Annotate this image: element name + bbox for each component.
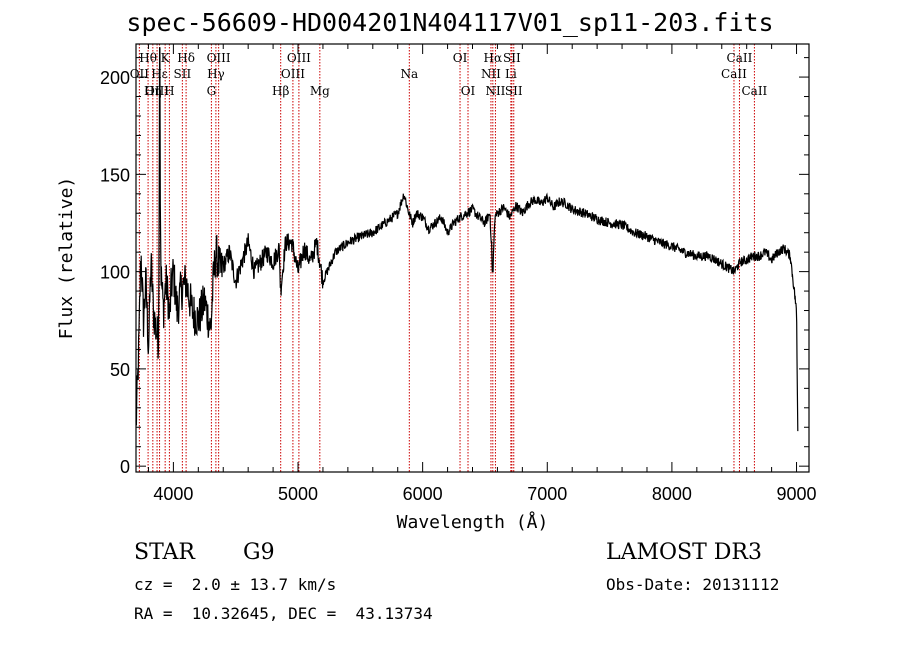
y-axis-label: Flux (relative) [56,177,77,340]
spectral-line-label: OI [461,84,476,98]
y-tick-label: 200 [100,68,130,88]
x-tick-label: 6000 [403,484,443,504]
spectrum-line [135,47,799,432]
spectral-line-label: SII [174,67,192,81]
spectral-line-label: Hδ [177,51,195,65]
redshift-text: cz = 2.0 ± 13.7 km/s [134,575,337,594]
spectral-line-label: SII [505,84,523,98]
obs-date: Obs-Date: 20131112 [606,575,780,594]
spectral-line-label: Na [400,67,418,81]
spectral-line-label: SII [503,51,521,65]
y-tick-label: 50 [110,360,130,380]
object-subclass: G9 [243,540,275,565]
spectral-line-label: OIII [207,51,231,65]
x-tick-label: 8000 [652,484,692,504]
y-axis-ticks: 0 50 100 150 200 [100,57,809,477]
spectral-line-label: Hγ [207,67,225,81]
spectral-line-label: Hβ [272,84,289,98]
spectral-line-label: Hη [144,84,162,98]
x-tick-label: 9000 [777,484,817,504]
spectral-line-label: Hα [484,51,503,65]
spectral-line-label: CaII [741,84,767,98]
x-tick-label: 5000 [278,484,318,504]
spectral-line-label: OIII [145,84,169,98]
spectral-line-label: Li [505,67,517,81]
x-tick-label: 4000 [153,484,193,504]
spectral-line-label: NII [481,67,501,81]
object-class: STAR [134,540,195,565]
y-tick-label: 100 [100,263,130,283]
y-tick-label: 150 [100,165,130,185]
coordinates: RA = 10.32645, DEC = 43.13734 [134,604,433,623]
spectral-line-label: CaII [727,51,753,65]
spectral-line-label: OIII [281,67,305,81]
x-axis-ticks: 4000 5000 6000 7000 8000 9000 [147,44,817,504]
spectral-line-label: K [161,51,171,65]
survey-name: LAMOST DR3 [606,540,762,565]
spectral-line-label: OII [130,67,150,81]
spectral-line-label: Mg [310,84,330,98]
spectral-line-label: G [207,84,217,98]
spectral-line-label: NII [485,84,505,98]
spectral-line-label: OIII [287,51,311,65]
x-axis-label: Wavelength (Å) [397,511,549,533]
spectral-line-label: OI [453,51,468,65]
y-tick-label: 0 [120,457,130,477]
spectral-line-label: CaII [721,67,747,81]
chart-title: spec-56609-HD004201N404117V01_sp11-203.f… [126,8,774,37]
x-tick-label: 7000 [527,484,567,504]
spectral-line-label: H [164,84,174,98]
spectral-line-label: Hθ [139,51,157,65]
